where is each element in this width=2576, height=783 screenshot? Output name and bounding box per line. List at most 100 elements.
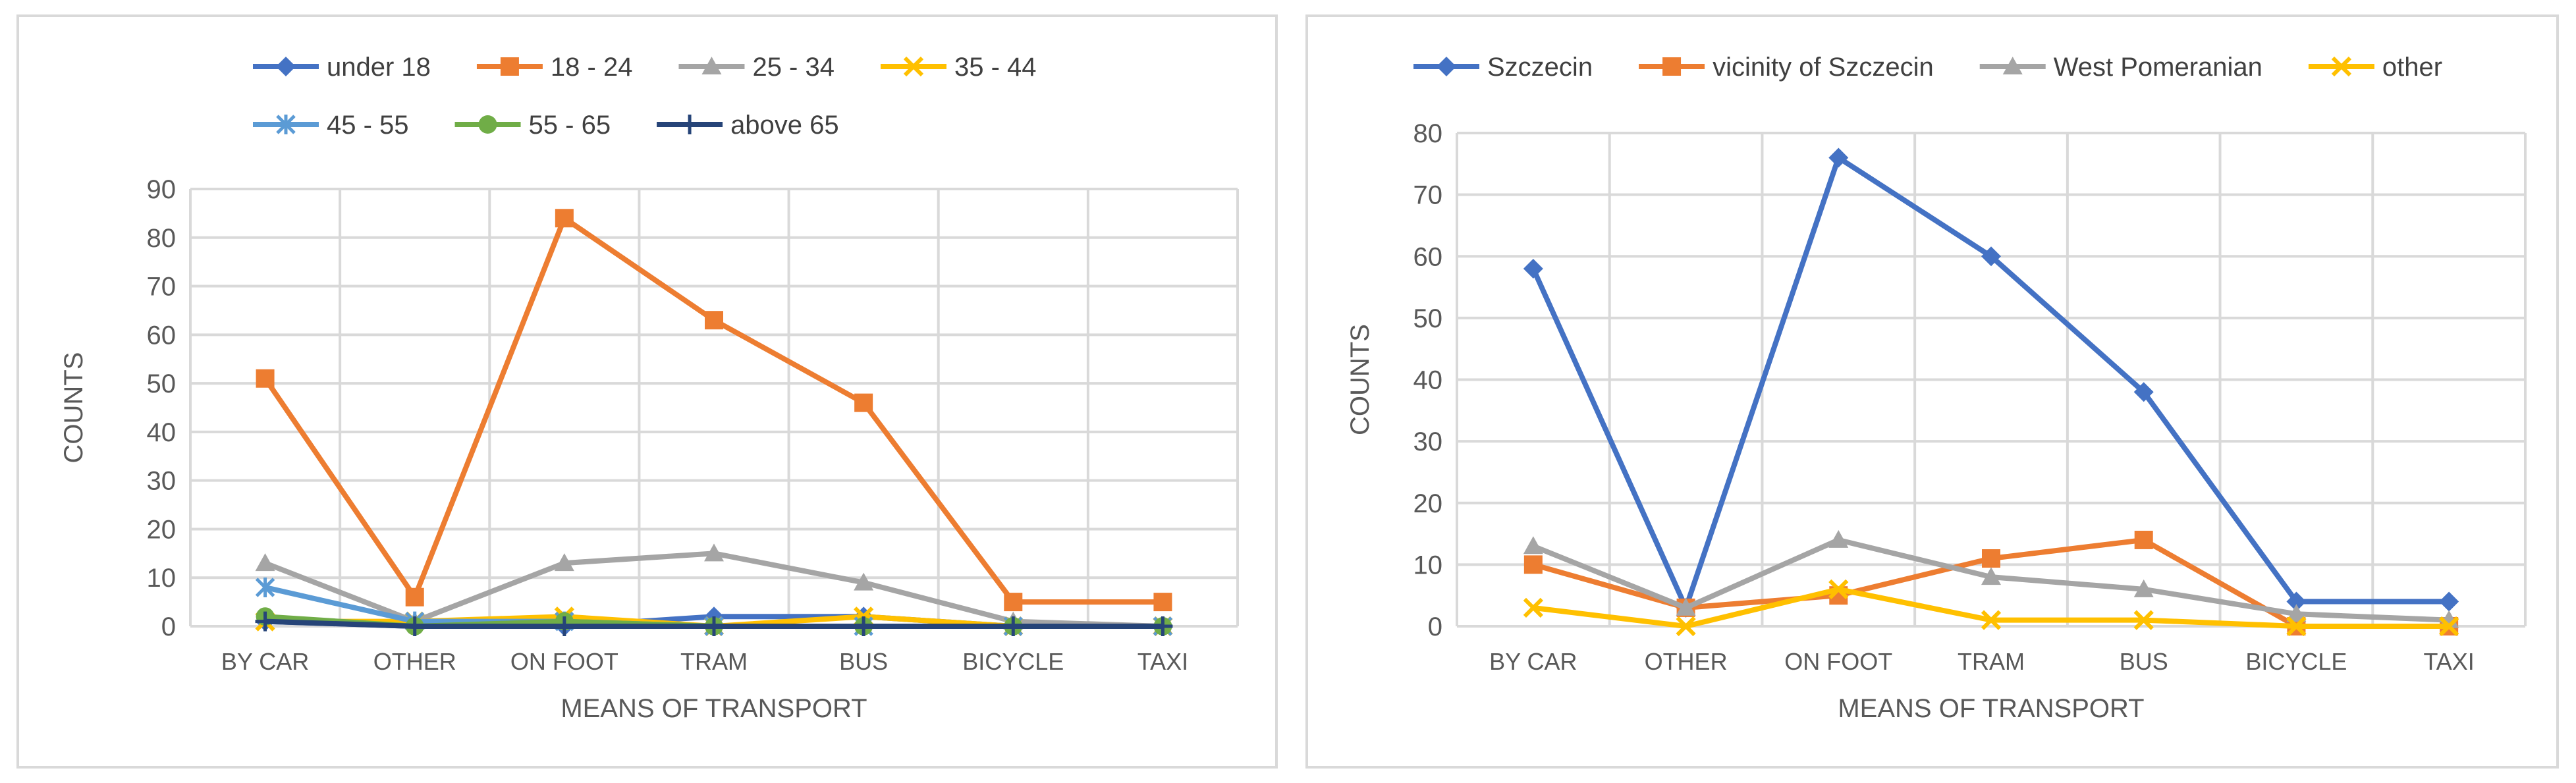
y-tick-label: 0: [161, 612, 176, 641]
y-tick-label: 90: [147, 175, 177, 204]
legend-label: vicinity of Szczecin: [1713, 53, 1934, 82]
data-point-18-24: [405, 587, 424, 607]
data-point-szczecin: [1828, 148, 1849, 168]
y-tick-label: 80: [147, 224, 177, 253]
data-point-45-55: [255, 577, 275, 597]
y-axis-title: COUNTS: [59, 352, 88, 464]
y-tick-label: 40: [1413, 366, 1443, 395]
data-point-above-65: [1003, 616, 1024, 636]
series-above-65: [255, 611, 1173, 636]
legend-item-25-34: 25 - 34: [678, 53, 835, 82]
data-point-25-34: [255, 553, 275, 572]
data-point-other: [1981, 610, 2002, 630]
legend-marker: [478, 115, 497, 134]
legend-marker: [276, 57, 296, 76]
series-line-szczecin: [1531, 155, 2450, 610]
y-tick-label: 50: [1413, 304, 1443, 333]
data-point-other: [2133, 610, 2154, 630]
x-tick-label-taxi: TAXI: [2423, 648, 2474, 675]
legend-item-under-18: under 18: [253, 53, 431, 82]
legend-marker: [680, 115, 700, 134]
data-point-above-65: [854, 616, 874, 636]
x-axis-title: MEANS OF TRANSPORT: [1838, 694, 2144, 723]
y-tick-label: 80: [1413, 119, 1443, 148]
data-point-vicinity-of-szczecin: [1982, 549, 2000, 568]
legend-label: Szczecin: [1487, 53, 1593, 82]
data-point-18-24: [256, 369, 275, 388]
y-tick-label: 30: [147, 467, 177, 496]
x-tick-label-other: OTHER: [1645, 648, 1728, 675]
data-point-above-65: [704, 616, 724, 636]
data-point-other: [1676, 616, 1696, 637]
y-tick-label: 70: [1413, 181, 1443, 210]
data-point-west-pomeranian: [2286, 604, 2307, 622]
legend-item-above-65: above 65: [657, 111, 839, 140]
legend-item-west-pomeranian: West Pomeranian: [1979, 53, 2262, 82]
legend-marker: [276, 115, 296, 134]
y-tick-label: 60: [1413, 242, 1443, 271]
legend-item-other: other: [2308, 53, 2442, 82]
x-tick-label-bicycle: BICYCLE: [962, 648, 1064, 675]
data-point-18-24: [555, 209, 574, 228]
chart-panel-age-groups: 0 10 20 30 40 50 60 70 80 90 BY CAR OTHER ON FOOT TRA…: [16, 14, 1278, 769]
data-point-vicinity-of-szczecin: [2134, 530, 2153, 549]
x-tick-label-tram: TRAM: [680, 648, 748, 675]
y-tick-label: 40: [147, 418, 177, 447]
legend-item-18-24: 18 - 24: [476, 53, 633, 82]
x-tick-label-on-foot: ON FOOT: [510, 648, 618, 675]
legend-item-45-55: 45 - 55: [253, 111, 409, 140]
data-point-18-24: [1004, 593, 1023, 612]
legend-item-vicinity-of-szczecin: vicinity of Szczecin: [1639, 53, 1934, 82]
legend-label: 45 - 55: [327, 111, 409, 140]
y-tick-label: 20: [147, 515, 177, 544]
legend-marker: [701, 57, 722, 74]
y-tick-label: 70: [147, 273, 177, 302]
data-point-25-34: [854, 572, 874, 591]
x-tick-label-by-car: BY CAR: [1489, 648, 1577, 675]
y-tick-label: 30: [1413, 427, 1443, 456]
legend: Szczecin vicinity of Szczecin West Pomeran…: [1413, 53, 2442, 82]
legend-marker: [2331, 56, 2352, 77]
chart-panel-origin: 0 10 20 30 40 50 60 70 80 BY CAR OTHER ON FOOT TRAM B…: [1305, 14, 2559, 769]
x-tick-label-other: OTHER: [373, 648, 456, 675]
x-tick-label-taxi: TAXI: [1137, 648, 1188, 675]
data-point-18-24: [705, 311, 723, 330]
y-tick-label: 0: [1428, 612, 1442, 641]
legend-marker: [1437, 57, 1456, 76]
data-point-above-65: [255, 611, 275, 632]
data-point-above-65: [1153, 616, 1173, 636]
data-point-18-24: [854, 393, 873, 412]
x-tick-label-bus: BUS: [839, 648, 888, 675]
chart-age-groups: 0 10 20 30 40 50 60 70 80 90 BY CAR OTHER ON FOOT TRA…: [59, 53, 1239, 723]
data-point-vicinity-of-szczecin: [1523, 555, 1543, 574]
chart-origin: 0 10 20 30 40 50 60 70 80 BY CAR OTHER ON FOOT TRAM B…: [1346, 53, 2527, 723]
series-other: [1523, 579, 2459, 637]
data-point-25-34: [704, 543, 724, 562]
y-tick-label: 10: [147, 564, 177, 593]
x-tick-label-bus: BUS: [2120, 648, 2168, 675]
series-18-24: [256, 209, 1172, 612]
legend: under 18 18 - 24 25 - 34 35 - 44 45 - 55 55 -…: [253, 53, 1037, 140]
data-point-szczecin: [1981, 246, 2001, 267]
data-point-other: [2286, 616, 2307, 637]
legend-label: West Pomeranian: [2054, 53, 2262, 82]
data-point-szczecin: [1523, 258, 1543, 279]
legend-marker: [500, 57, 519, 76]
legend-marker: [903, 56, 924, 77]
x-tick-label-by-car: BY CAR: [221, 648, 309, 675]
data-point-other: [1523, 597, 1543, 618]
y-tick-label: 10: [1413, 551, 1443, 580]
legend-label: under 18: [327, 53, 431, 82]
data-point-west-pomeranian: [1828, 529, 1849, 548]
legend-label: 35 - 44: [954, 53, 1037, 82]
data-point-szczecin: [2439, 591, 2459, 612]
x-tick-label-tram: TRAM: [1958, 648, 2025, 675]
legend-label: other: [2382, 53, 2442, 82]
y-tick-label: 60: [147, 321, 177, 350]
data-point-szczecin: [2133, 382, 2154, 402]
y-tick-label: 50: [147, 369, 177, 398]
legend-label: 18 - 24: [551, 53, 633, 82]
y-axis-title: COUNTS: [1346, 324, 1375, 435]
legend-marker: [2002, 57, 2023, 74]
data-point-above-65: [554, 616, 574, 636]
